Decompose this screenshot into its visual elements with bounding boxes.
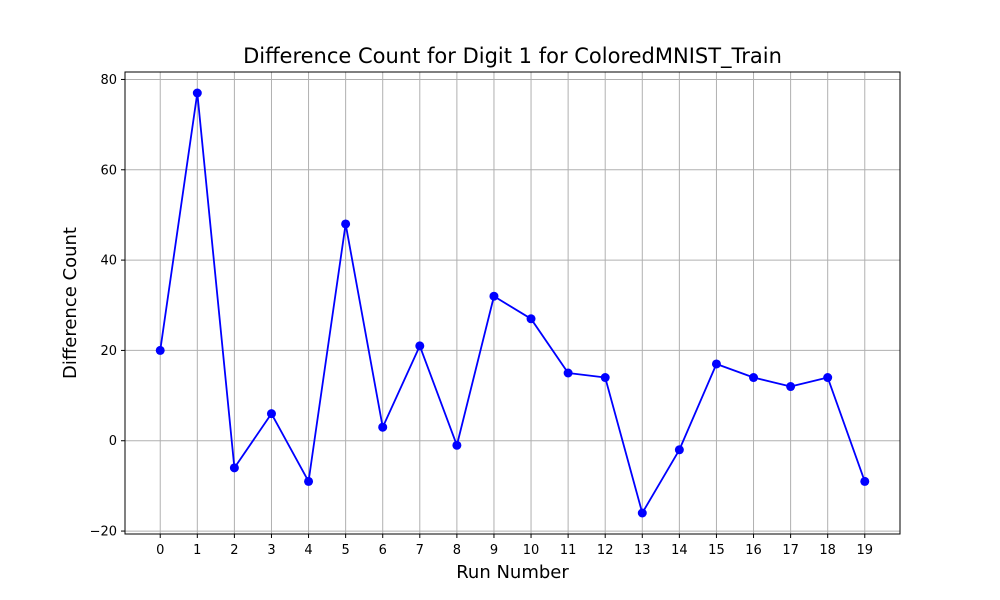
data-point — [155, 345, 165, 355]
x-tick-label: 13 — [634, 543, 651, 558]
data-point — [823, 373, 833, 383]
x-tick-label: 19 — [856, 543, 873, 558]
y-tick-label: 60 — [100, 163, 117, 178]
y-tick-label: 80 — [100, 73, 117, 88]
x-tick-label: 6 — [379, 543, 387, 558]
x-tick-label: 8 — [453, 543, 461, 558]
data-point — [304, 476, 314, 486]
grid — [125, 72, 900, 534]
data-point — [786, 382, 796, 392]
data-point — [378, 422, 388, 432]
data-point — [341, 219, 351, 229]
x-tick-label: 4 — [304, 543, 312, 558]
x-tick-label: 11 — [560, 543, 577, 558]
data-point — [452, 440, 462, 450]
data-point — [637, 508, 647, 518]
x-axis-label: Run Number — [456, 562, 569, 583]
data-point — [526, 314, 536, 324]
data-point — [415, 341, 425, 351]
chart-title: Difference Count for Digit 1 for Colored… — [243, 44, 782, 69]
data-point — [860, 476, 870, 486]
series-line — [159, 92, 866, 514]
x-tick-label: 5 — [341, 543, 349, 558]
y-tick-label: 40 — [100, 254, 117, 269]
x-tick-label: 9 — [490, 543, 498, 558]
x-tick-label: 7 — [416, 543, 424, 558]
data-point — [563, 368, 573, 378]
x-tick-label: 18 — [819, 543, 836, 558]
x-tick-label: 2 — [230, 543, 238, 558]
x-tick-label: 17 — [782, 543, 799, 558]
plot-frame — [124, 71, 901, 535]
data-point — [749, 373, 759, 383]
data-point — [674, 445, 684, 455]
data-point — [489, 291, 499, 301]
x-tick-label: 10 — [523, 543, 540, 558]
y-tick-label: 20 — [100, 344, 117, 359]
data-point — [229, 463, 239, 473]
data-point — [192, 88, 202, 98]
axis-ticks: 0 1 2 3 4 5 6 7 8 9 10 11 12 13 14 15 16 17 18 19−200204060… — [90, 73, 873, 558]
series-layer — [155, 88, 870, 518]
data-point — [266, 409, 276, 419]
x-tick-label: 14 — [671, 543, 688, 558]
x-tick-label: 12 — [597, 543, 614, 558]
x-tick-label: 1 — [193, 543, 201, 558]
y-axis-label: Difference Count — [60, 227, 81, 379]
data-point — [711, 359, 721, 369]
x-tick-label: 16 — [745, 543, 762, 558]
x-tick-label: 15 — [708, 543, 725, 558]
x-tick-label: 3 — [267, 543, 275, 558]
x-tick-label: 0 — [156, 543, 164, 558]
y-tick-label: −20 — [90, 525, 117, 540]
data-point — [600, 373, 610, 383]
y-tick-label: 0 — [109, 434, 117, 449]
